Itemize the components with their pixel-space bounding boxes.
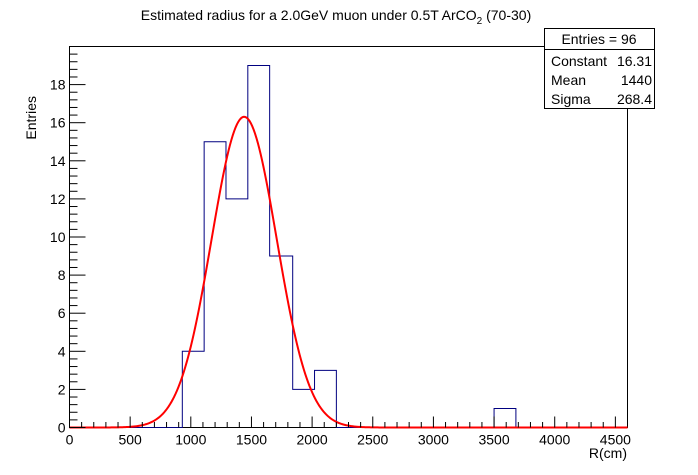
y-tick-label-7: 14 xyxy=(50,153,66,169)
histogram-bin-5 xyxy=(293,389,315,427)
gaussian-fit xyxy=(69,115,628,429)
y-axis-label: Entries xyxy=(23,96,39,140)
chart-title-subscript: 2 xyxy=(477,16,483,27)
x-tick-label-7: 3500 xyxy=(478,432,509,448)
y-tick-label-9: 18 xyxy=(50,77,66,93)
histogram-bin-2 xyxy=(226,199,248,428)
y-tick-label-1: 2 xyxy=(58,381,66,397)
stats-mean-label: Mean xyxy=(551,72,586,88)
x-tick-label-5: 2500 xyxy=(357,432,388,448)
x-tick-label-8: 4000 xyxy=(539,432,570,448)
fit-curve xyxy=(69,115,628,429)
y-tick-label-6: 12 xyxy=(50,191,66,207)
histogram-bin-3 xyxy=(248,66,270,428)
stats-sigma-value: 268.4 xyxy=(617,91,652,107)
chart-title: Estimated radius for a 2.0GeV muon under… xyxy=(141,7,532,27)
x-tick-label-0: 0 xyxy=(66,432,74,448)
axes: 0 500 1000 1500 2000 2500 3000 3500 4000 4500 0 2 4 6… xyxy=(50,53,631,448)
y-tick-label-4: 8 xyxy=(58,267,66,283)
histogram-bin-1 xyxy=(204,142,226,428)
y-tick-label-8: 16 xyxy=(50,115,66,131)
histogram-outline xyxy=(69,65,628,428)
chart-title-suffix: (70-30) xyxy=(482,7,531,23)
x-tick-label-1: 500 xyxy=(118,432,142,448)
stats-mean-value: 1440 xyxy=(621,72,652,88)
histogram-bin-4 xyxy=(270,256,293,427)
histogram-bin-7 xyxy=(494,408,516,427)
y-tick-label-3: 6 xyxy=(58,305,66,321)
stats-constant-label: Constant xyxy=(551,53,607,69)
histogram-bars xyxy=(69,65,628,428)
x-axis-label: R(cm) xyxy=(589,445,627,461)
x-tick-label-6: 3000 xyxy=(418,432,449,448)
x-tick-label-4: 2000 xyxy=(297,432,328,448)
x-tick-label-3: 1500 xyxy=(236,432,267,448)
chart-title-main: Estimated radius for a 2.0GeV muon under… xyxy=(141,7,477,23)
y-tick-label-2: 4 xyxy=(58,343,66,359)
stats-sigma-label: Sigma xyxy=(551,91,591,107)
stats-entries: Entries = 96 xyxy=(561,31,636,47)
stats-box: Entries = 96 Constant 16.31 Mean 1440 Si… xyxy=(544,28,655,109)
plot-frame xyxy=(69,46,628,428)
stats-box-border xyxy=(544,28,655,109)
x-tick-label-2: 1000 xyxy=(175,432,206,448)
y-tick-label-5: 10 xyxy=(50,229,66,245)
x-tick-label-9: 4500 xyxy=(600,432,631,448)
stats-constant-value: 16.31 xyxy=(617,53,652,69)
y-tick-label-0: 0 xyxy=(58,420,66,436)
